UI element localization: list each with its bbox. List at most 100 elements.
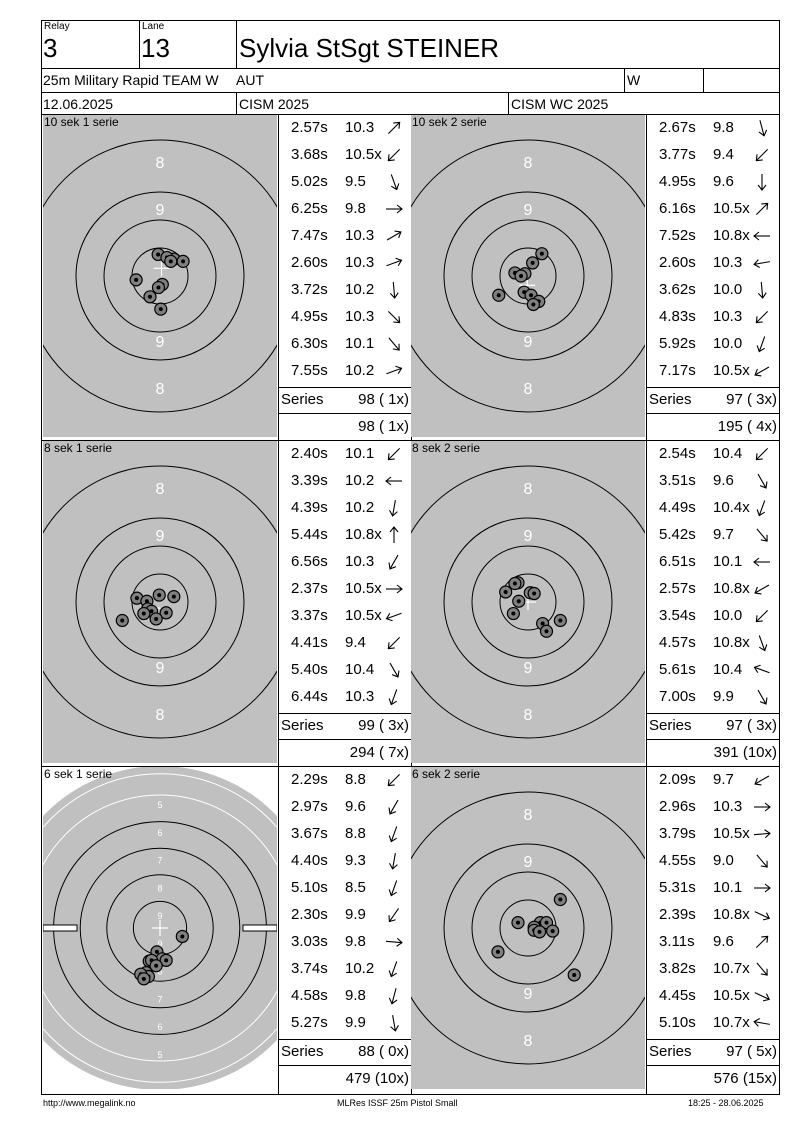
shot-time: 6.44s	[291, 688, 328, 705]
shot-score: 10.3	[345, 119, 375, 136]
target-side-mark	[242, 924, 277, 932]
series-title: 8 sek 2 serie	[412, 441, 481, 455]
shooter-name: Sylvia StSgt STEINER	[239, 33, 500, 63]
shot-row: 3.79s 10.5x	[647, 821, 779, 848]
shot-direction-arrow-icon	[753, 557, 770, 567]
shot-row: 3.11s 9.6	[647, 929, 779, 956]
shot-score: 10.3	[345, 688, 375, 705]
shot-score: 9.8	[345, 933, 366, 950]
footer-url[interactable]: http://www.megalink.no	[43, 1098, 136, 1108]
shot-hole-center	[495, 949, 500, 954]
target-face: 8 9 9 8	[43, 465, 277, 739]
shot-hole-center	[537, 929, 542, 934]
shot-hole-center	[544, 920, 549, 925]
shot-score: 9.6	[713, 933, 734, 950]
shot-score: 10.3	[713, 254, 743, 271]
shot-score: 8.8	[345, 825, 366, 842]
shot-score: 10.8x	[345, 526, 382, 543]
cumulative-total: 576 (15x)	[713, 1070, 777, 1087]
scoring-ring	[43, 139, 277, 413]
shot-row: 5.40s 10.4	[279, 657, 411, 684]
shot-score: 10.3	[345, 227, 375, 244]
shot-hole-center	[164, 958, 169, 963]
shot-direction-arrow-icon	[386, 204, 403, 214]
shot-time: 3.67s	[291, 825, 328, 842]
shot-time: 4.58s	[291, 987, 328, 1004]
ring-label: 8	[524, 807, 533, 824]
ring-label: 6	[157, 1022, 162, 1032]
shot-row: 6.25s 9.8	[279, 196, 411, 223]
series-title: 10 sek 2 serie	[412, 115, 487, 129]
shot-row: 3.54s 10.0	[647, 603, 779, 630]
footer-software: MLRes ISSF 25m Pistol Small	[337, 1098, 458, 1108]
shot-row: 3.67s 8.8	[279, 821, 411, 848]
shot-row: 6.56s 10.3	[279, 549, 411, 576]
shot-time: 2.40s	[291, 445, 328, 462]
shot-score: 10.8x	[713, 634, 750, 651]
scoring-ring	[443, 517, 613, 687]
shot-time: 3.68s	[291, 146, 328, 163]
shot-hole-center	[516, 599, 521, 604]
target-5: 6 sek 1 serie 5 6 7 8 9 9 8 7 6 5	[43, 767, 277, 1089]
shot-time: 3.51s	[659, 472, 696, 489]
shot-hole-center	[539, 251, 544, 256]
series-label: Series	[281, 717, 324, 734]
relay-label: Relay	[44, 21, 70, 32]
shot-score: 10.2	[345, 960, 375, 977]
shot-score: 9.8	[713, 119, 734, 136]
shot-time: 4.45s	[659, 987, 696, 1004]
ring-label: 9	[524, 528, 533, 545]
shot-hole-center	[532, 591, 537, 596]
shot-hole-center	[134, 277, 139, 282]
ring-label: 9	[156, 660, 165, 677]
shot-hole-center	[144, 599, 149, 604]
ring-label: 8	[156, 707, 165, 724]
shot-score: 10.7x	[713, 1014, 750, 1031]
team-code: AUT	[236, 72, 265, 88]
ring-label: 9	[524, 334, 533, 351]
shot-hole-center	[503, 589, 508, 594]
shot-direction-arrow-icon	[388, 988, 398, 1005]
shot-direction-arrow-icon	[755, 310, 769, 324]
target-3: 8 sek 1 serie 8 9 9 8	[43, 441, 277, 763]
shot-direction-arrow-icon	[387, 447, 401, 461]
shot-direction-arrow-icon	[753, 231, 770, 241]
scoring-ring	[499, 573, 557, 631]
shot-row: 3.77s 9.4	[647, 142, 779, 169]
target-6: 6 sek 2 serie 8 9 9 8	[411, 767, 645, 1089]
divider	[647, 387, 779, 388]
series-total: 88 ( 0x)	[358, 1043, 409, 1060]
ring-label: 9	[156, 202, 165, 219]
shot-time: 2.39s	[659, 906, 696, 923]
shot-row: 2.37s 10.5x	[279, 576, 411, 603]
shot-time: 5.61s	[659, 661, 696, 678]
target-face: 8 9 9 8	[411, 465, 645, 739]
shot-time: 6.25s	[291, 200, 328, 217]
shot-direction-arrow-icon	[388, 880, 398, 897]
scoring-ring	[411, 465, 645, 739]
scoring-ring	[471, 545, 585, 659]
shot-time: 2.30s	[291, 906, 328, 923]
shot-row: 7.52s 10.8x	[647, 223, 779, 250]
ring-label: 8	[156, 155, 165, 172]
shot-row: 7.47s 10.3	[279, 223, 411, 250]
shot-score: 10.5x	[713, 987, 750, 1004]
shot-score: 9.7	[713, 526, 734, 543]
shot-direction-arrow-icon	[386, 584, 403, 594]
shot-time: 2.57s	[291, 119, 328, 136]
shot-row: 3.51s 9.6	[647, 468, 779, 495]
ring-label: 8	[524, 1033, 533, 1050]
shot-time: 3.03s	[291, 933, 328, 950]
shot-score: 10.3	[713, 798, 743, 815]
scoring-ring	[43, 794, 277, 1062]
shot-direction-arrow-icon	[753, 1018, 770, 1027]
relay-number: 3	[43, 33, 58, 63]
ring-label: 5	[157, 1050, 162, 1060]
shot-score: 10.5x	[345, 146, 382, 163]
ring-label: 9	[524, 854, 533, 871]
shot-time: 5.40s	[291, 661, 328, 678]
series-total: 97 ( 3x)	[726, 391, 777, 408]
divider	[647, 1065, 779, 1066]
shot-hole-center	[530, 260, 535, 265]
shot-row: 2.54s 10.4	[647, 441, 779, 468]
